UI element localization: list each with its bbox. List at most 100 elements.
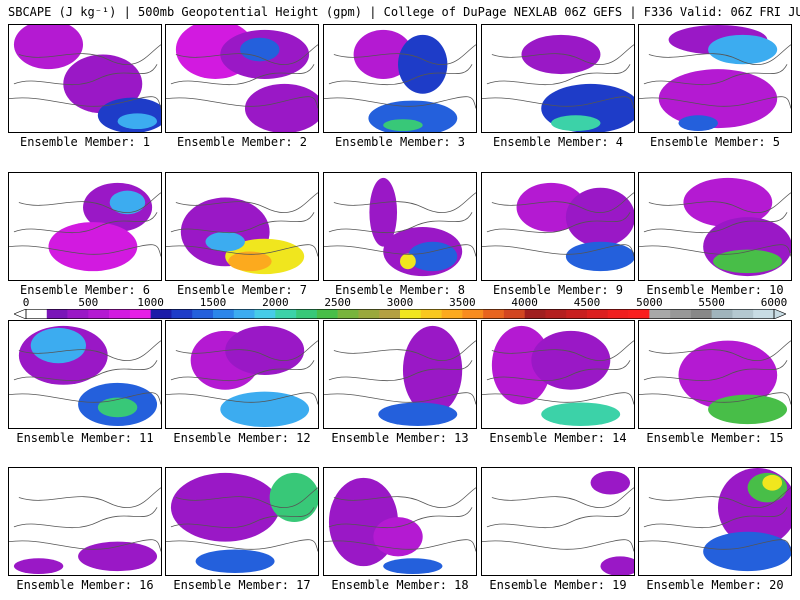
state-border-line — [13, 64, 158, 86]
cape-contour-region — [590, 470, 631, 495]
ensemble-member-label: Ensemble Member: 11 — [16, 431, 154, 445]
colorbar-segment — [503, 309, 525, 319]
state-border-line — [482, 244, 634, 257]
state-border-line — [648, 44, 791, 65]
state-border-line — [166, 539, 318, 552]
state-border-line — [648, 192, 791, 213]
state-border-line — [9, 539, 161, 552]
state-border-line — [482, 96, 634, 109]
ensemble-member-label: Ensemble Member: 6 — [19, 283, 151, 297]
state-border-line — [491, 44, 634, 65]
state-border-line — [9, 96, 161, 109]
ensemble-member-map — [8, 320, 162, 429]
ensemble-member-label: Ensemble Member: 1 — [19, 135, 151, 149]
colorbar-segment — [670, 309, 692, 319]
state-border-line — [324, 392, 476, 405]
figure-title: SBCAPE (J kg⁻¹) | 500mb Geopotential Hei… — [8, 5, 800, 19]
cape-contour-region — [400, 253, 416, 270]
ensemble-member-map — [8, 467, 162, 576]
colorbar-max-arrow — [773, 309, 786, 319]
cape-contour-region — [383, 558, 443, 575]
colorbar-segment — [711, 309, 733, 319]
state-border-line — [643, 507, 788, 529]
state-border-line — [486, 507, 631, 529]
state-border-line — [324, 96, 476, 109]
ensemble-member-label: Ensemble Member: 12 — [173, 431, 311, 445]
cape-contour-region — [383, 119, 423, 132]
colorbar-segment — [628, 309, 650, 319]
cape-contour-region — [541, 402, 621, 427]
cape-contour-region — [565, 241, 634, 272]
state-border-line — [13, 212, 158, 234]
colorbar-tick-label: 5500 — [698, 296, 725, 309]
state-border-line — [486, 360, 631, 382]
colorbar-tick-label: 1500 — [199, 296, 227, 309]
state-border-line — [333, 487, 476, 508]
colorbar-tick-label: 500 — [78, 296, 99, 309]
sbcape-field — [9, 25, 161, 132]
state-border-line — [328, 507, 473, 529]
colorbar-tick-label: 6000 — [760, 296, 788, 309]
state-border-line — [491, 487, 634, 508]
sbcape-field — [639, 340, 791, 425]
sbcape-field — [9, 487, 161, 575]
sbcape-field — [482, 182, 634, 272]
ensemble-member-map — [323, 172, 477, 281]
state-border-line — [175, 44, 318, 65]
colorbar-segment — [296, 309, 318, 319]
state-border-line — [324, 244, 476, 257]
ensemble-member-map — [323, 24, 477, 133]
cape-contour-region — [703, 531, 791, 572]
colorbar-tick-label: 3500 — [449, 296, 476, 309]
state-border-line — [166, 96, 318, 109]
ensemble-member-map — [8, 172, 162, 281]
colorbar-segment — [587, 309, 609, 319]
colorbar-segment — [753, 309, 775, 319]
colorbar-segment — [254, 309, 276, 319]
state-border-line — [643, 360, 788, 382]
colorbar-tick-label: 5000 — [636, 296, 663, 309]
colorbar-segment — [732, 309, 754, 319]
sbcape-field — [9, 325, 161, 427]
cape-contour-region — [13, 558, 64, 575]
sbcape-field — [324, 477, 476, 575]
colorbar-segment — [26, 309, 48, 319]
ensemble-member-map — [481, 467, 635, 576]
cape-contour-region — [225, 325, 305, 375]
colorbar-segment — [150, 309, 172, 319]
state-border-line — [170, 507, 315, 529]
cape-contour-region — [369, 177, 398, 247]
ensemble-member-label: Ensemble Member: 17 — [173, 578, 311, 592]
cape-contour-region — [531, 330, 611, 390]
state-border-line — [491, 192, 634, 213]
colorbar-segment — [233, 309, 255, 319]
sbcape-field — [166, 472, 318, 574]
state-border-line — [18, 340, 161, 361]
cape-contour-region — [713, 249, 783, 274]
ensemble-member-label: Ensemble Member: 19 — [489, 578, 627, 592]
cape-contour-region — [373, 517, 423, 557]
cape-contour-region — [678, 115, 718, 132]
cape-contour-region — [170, 472, 280, 542]
colorbar-segment — [462, 309, 484, 319]
colorbar-tick-label: 0 — [22, 296, 30, 309]
state-border-line — [482, 392, 634, 405]
sbcape-field — [639, 25, 791, 132]
state-border-line — [639, 539, 791, 552]
ensemble-member-map — [8, 24, 162, 133]
sbcape-field — [9, 182, 161, 272]
ensemble-member-label: Ensemble Member: 14 — [489, 431, 627, 445]
sbcape-field — [639, 177, 791, 277]
state-border-line — [639, 392, 791, 405]
cape-contour-region — [398, 34, 448, 94]
colorbar-segment — [213, 309, 235, 319]
colorbar-segment — [275, 309, 297, 319]
state-border-line — [648, 340, 791, 361]
ensemble-member-map — [165, 467, 319, 576]
colorbar-segment — [607, 309, 629, 319]
state-border-line — [170, 360, 315, 382]
state-border-line — [13, 360, 158, 382]
cape-contour-region — [551, 115, 601, 132]
state-border-line — [166, 244, 318, 257]
ensemble-member-label: Ensemble Member: 2 — [176, 135, 308, 149]
